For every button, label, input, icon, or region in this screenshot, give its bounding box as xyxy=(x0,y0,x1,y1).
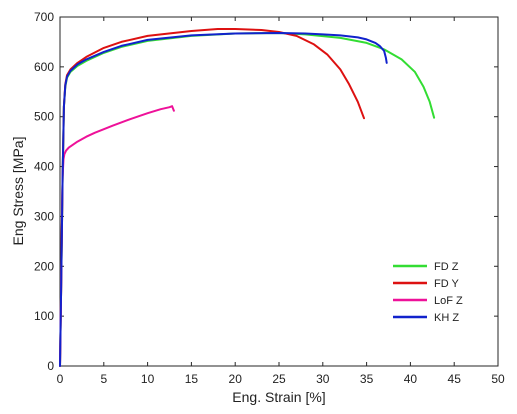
y-tick-label: 400 xyxy=(34,160,54,174)
y-tick-label: 100 xyxy=(34,309,54,323)
x-axis-label: Eng. Strain [%] xyxy=(232,389,325,405)
y-tick-label: 0 xyxy=(47,359,54,373)
y-tick-label: 600 xyxy=(34,60,54,74)
x-tick-label: 50 xyxy=(491,372,505,386)
x-tick-label: 45 xyxy=(448,372,462,386)
legend-label-lof-z: LoF Z xyxy=(434,295,463,307)
x-tick-label: 5 xyxy=(100,372,107,386)
x-tick-label: 10 xyxy=(141,372,155,386)
x-tick-label: 25 xyxy=(272,372,286,386)
x-tick-label: 35 xyxy=(360,372,374,386)
x-tick-label: 40 xyxy=(404,372,418,386)
legend-label-fd-z: FD Z xyxy=(434,261,459,273)
x-tick-label: 30 xyxy=(316,372,330,386)
x-tick-label: 20 xyxy=(229,372,243,386)
y-tick-label: 500 xyxy=(34,110,54,124)
y-tick-label: 300 xyxy=(34,209,54,223)
y-axis-label: Eng Stress [MPa] xyxy=(10,137,26,246)
series-line-kh-z xyxy=(59,32,388,367)
legend: FD Z FD Y LoF Z KH Z xyxy=(389,256,491,328)
axes: 0 5 10 15 20 25 30 35 40 45 5001002003004005006007… xyxy=(34,10,505,386)
series-lines xyxy=(59,28,436,367)
x-tick-label: 15 xyxy=(185,372,199,386)
y-tick-label: 200 xyxy=(34,259,54,273)
legend-label-kh-z: KH Z xyxy=(434,312,459,324)
y-tick-label: 700 xyxy=(34,10,54,24)
legend-label-fd-y: FD Y xyxy=(434,278,460,290)
x-tick-label: 0 xyxy=(57,372,64,386)
